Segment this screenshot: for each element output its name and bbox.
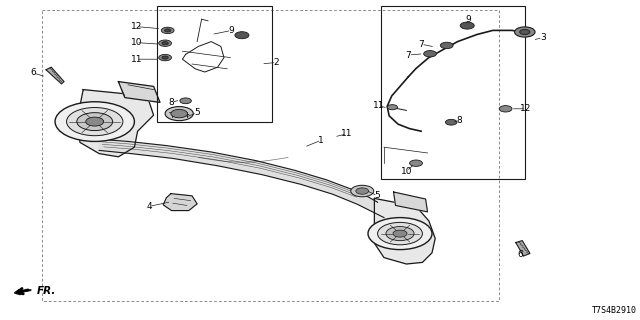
Polygon shape	[394, 192, 428, 212]
Circle shape	[180, 98, 191, 104]
Text: 9: 9	[466, 15, 471, 24]
Text: 6: 6	[518, 250, 523, 259]
Polygon shape	[99, 139, 384, 218]
Polygon shape	[374, 198, 435, 264]
Text: 7: 7	[406, 51, 411, 60]
Circle shape	[393, 230, 407, 237]
Polygon shape	[516, 241, 530, 256]
Circle shape	[161, 27, 174, 34]
Text: 8: 8	[457, 116, 462, 125]
Circle shape	[387, 105, 397, 110]
Circle shape	[77, 113, 113, 131]
Circle shape	[159, 54, 172, 61]
Circle shape	[515, 27, 535, 37]
Circle shape	[86, 117, 104, 126]
Text: 10: 10	[401, 167, 412, 176]
Polygon shape	[46, 67, 64, 84]
Text: 5: 5	[195, 108, 200, 117]
Text: 5: 5	[375, 191, 380, 200]
Circle shape	[162, 56, 168, 59]
Bar	[381, 6, 525, 179]
Text: 10: 10	[131, 38, 142, 47]
Text: 4: 4	[147, 202, 152, 211]
Text: 8: 8	[169, 98, 174, 107]
Text: 9: 9	[229, 26, 234, 35]
Circle shape	[368, 218, 432, 250]
Circle shape	[445, 119, 457, 125]
Text: 12: 12	[131, 22, 142, 31]
Text: 11: 11	[372, 101, 384, 110]
Text: 2: 2	[274, 58, 279, 67]
Circle shape	[520, 29, 530, 35]
Circle shape	[440, 42, 453, 49]
Text: 12: 12	[520, 104, 532, 113]
Circle shape	[356, 188, 369, 194]
Text: FR.: FR.	[37, 285, 56, 296]
Circle shape	[386, 227, 414, 241]
Polygon shape	[118, 82, 160, 102]
Circle shape	[378, 222, 422, 245]
Text: 7: 7	[419, 40, 424, 49]
Circle shape	[424, 51, 436, 57]
Circle shape	[165, 107, 193, 121]
Text: 11: 11	[341, 129, 353, 138]
Circle shape	[67, 108, 123, 136]
Circle shape	[235, 32, 249, 39]
Circle shape	[159, 40, 172, 46]
Text: 11: 11	[131, 55, 142, 64]
Circle shape	[171, 109, 188, 118]
Text: 1: 1	[319, 136, 324, 145]
Circle shape	[55, 102, 134, 141]
Polygon shape	[163, 194, 197, 211]
Circle shape	[499, 106, 512, 112]
Text: T7S4B2910: T7S4B2910	[592, 306, 637, 315]
Polygon shape	[77, 90, 154, 157]
Circle shape	[162, 42, 168, 45]
Circle shape	[460, 22, 474, 29]
Circle shape	[351, 185, 374, 197]
Circle shape	[410, 160, 422, 166]
Text: 3: 3	[540, 33, 545, 42]
Bar	[157, 6, 272, 122]
Circle shape	[164, 29, 171, 32]
Text: 6: 6	[31, 68, 36, 77]
